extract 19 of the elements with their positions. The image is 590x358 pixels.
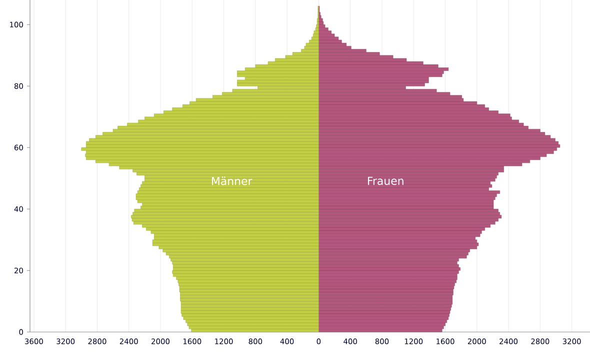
bar <box>313 34 319 38</box>
bar <box>318 24 326 28</box>
bar <box>318 34 335 38</box>
bar <box>191 328 319 332</box>
bar <box>318 18 323 22</box>
bar <box>311 36 319 40</box>
bar <box>318 36 339 40</box>
bar <box>306 42 319 46</box>
bar <box>318 28 328 31</box>
bar <box>318 30 332 34</box>
bar <box>318 15 322 19</box>
series-label: Frauen <box>368 176 404 185</box>
bar <box>318 328 442 332</box>
bar <box>314 30 319 34</box>
bar <box>318 21 324 25</box>
series-label: Männer <box>212 176 252 186</box>
bar <box>316 24 319 28</box>
bar <box>309 40 319 44</box>
bar <box>315 28 319 31</box>
